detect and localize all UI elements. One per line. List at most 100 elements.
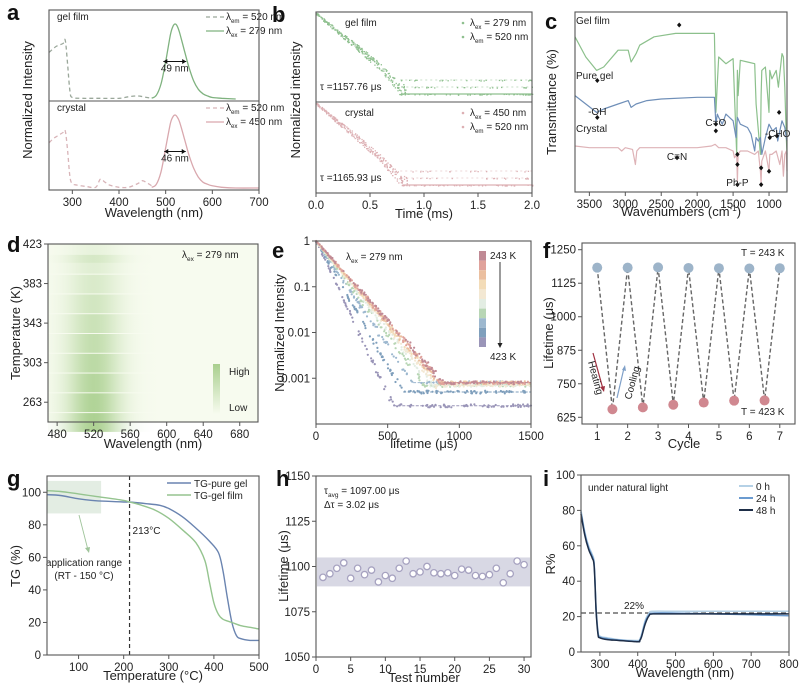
- decay-point: [387, 76, 389, 78]
- decay-point: [418, 87, 420, 89]
- legend-swatch: [479, 289, 486, 299]
- decay-point: [405, 362, 408, 365]
- peak-marker: [776, 109, 782, 115]
- y-tick-label: 20: [28, 617, 41, 629]
- test-point: [374, 578, 383, 586]
- decay-point: [526, 178, 528, 180]
- decay-point: [335, 118, 337, 120]
- test-point: [464, 566, 473, 574]
- decay-point: [432, 372, 435, 375]
- decay-point: [383, 159, 385, 161]
- decay-point: [318, 106, 321, 108]
- ir-spectrum-line: [574, 95, 788, 155]
- decay-point: [381, 335, 384, 339]
- plot-frame: [47, 243, 259, 423]
- decay-point: [519, 94, 521, 96]
- decay-point: [374, 314, 377, 317]
- decay-point: [372, 322, 375, 325]
- plot-frame: [46, 475, 260, 656]
- decay-point: [468, 184, 471, 187]
- decay-point: [523, 382, 527, 386]
- decay-point: [398, 335, 402, 338]
- decay-point: [469, 94, 471, 96]
- legend-swatch: [479, 318, 486, 328]
- decay-point: [392, 168, 394, 170]
- decay-point: [528, 80, 530, 82]
- decay-point: [392, 76, 394, 79]
- decay-point: [387, 343, 390, 346]
- x-tick-label: 6: [746, 431, 752, 443]
- decay-point: [389, 171, 392, 173]
- decay-point: [371, 151, 374, 153]
- decay-point: [347, 38, 349, 40]
- decay-point: [527, 178, 529, 180]
- y-tick-label: 1075: [284, 607, 310, 619]
- decay-point: [335, 29, 338, 31]
- decay-point: [332, 28, 335, 30]
- decay-point: [392, 175, 394, 177]
- decay-point: [426, 87, 428, 89]
- x-tick-label: 100: [69, 662, 88, 674]
- decay-point: [378, 376, 381, 379]
- spectrum-line: [151, 114, 260, 189]
- x-axis-label: Wavelength (nm): [105, 205, 204, 220]
- peak-marker: [595, 77, 600, 83]
- decay-point: [394, 347, 397, 350]
- decay-point: [383, 157, 385, 160]
- decay-point: [332, 118, 334, 120]
- decay-point: [470, 171, 472, 173]
- y-axis-label: Normalized Intensity: [272, 274, 287, 392]
- decay-point: [388, 77, 390, 80]
- decay-point: [318, 104, 320, 106]
- ir-spectrum-line: [574, 32, 788, 155]
- decay-point: [415, 185, 417, 187]
- decay-point: [379, 326, 382, 329]
- decay-point: [346, 36, 348, 38]
- decay-point: [415, 354, 418, 357]
- decay-point: [351, 43, 353, 46]
- decay-point: [385, 160, 387, 162]
- decay-point: [388, 72, 390, 75]
- decay-point: [413, 364, 416, 367]
- decay-point: [409, 341, 412, 344]
- decay-point: [358, 48, 360, 50]
- test-point: [319, 573, 327, 582]
- test-point: [395, 564, 404, 573]
- decay-point: [338, 31, 341, 33]
- y-tick-label: 0.001: [281, 373, 310, 385]
- decay-point: [368, 335, 371, 338]
- decay-point: [376, 59, 378, 62]
- decay-point: [324, 20, 326, 22]
- decay-point: [529, 79, 531, 81]
- decay-point: [401, 92, 403, 94]
- decay-point: [347, 41, 349, 43]
- y-tick-label: 80: [562, 505, 575, 517]
- x-tick-label: 2.0: [524, 200, 540, 212]
- decay-point: [503, 177, 506, 179]
- decay-point: [490, 405, 493, 408]
- decay-point: [386, 363, 389, 366]
- cycle-point-423K: [698, 397, 709, 408]
- decay-point: [414, 86, 417, 88]
- decay-point: [394, 87, 397, 89]
- decay-point: [344, 128, 346, 130]
- x-tick-label: 20: [448, 664, 461, 676]
- decay-point: [433, 370, 436, 373]
- y-axis-label: Normalized intensity: [288, 41, 303, 159]
- decay-point: [428, 406, 431, 409]
- decay-point: [374, 64, 376, 66]
- decay-point: [381, 355, 384, 359]
- decay-point: [328, 22, 330, 24]
- peak-marker: [774, 133, 780, 139]
- decay-point: [517, 405, 520, 409]
- decay-point: [362, 296, 365, 299]
- legend-swatch: [479, 299, 486, 309]
- decay-point: [384, 73, 386, 75]
- decay-point: [349, 278, 352, 282]
- decay-point: [396, 178, 399, 180]
- decay-point: [391, 165, 393, 168]
- decay-point: [380, 64, 382, 66]
- decay-point: [357, 301, 360, 304]
- decay-point: [359, 137, 361, 140]
- decay-point: [420, 177, 422, 180]
